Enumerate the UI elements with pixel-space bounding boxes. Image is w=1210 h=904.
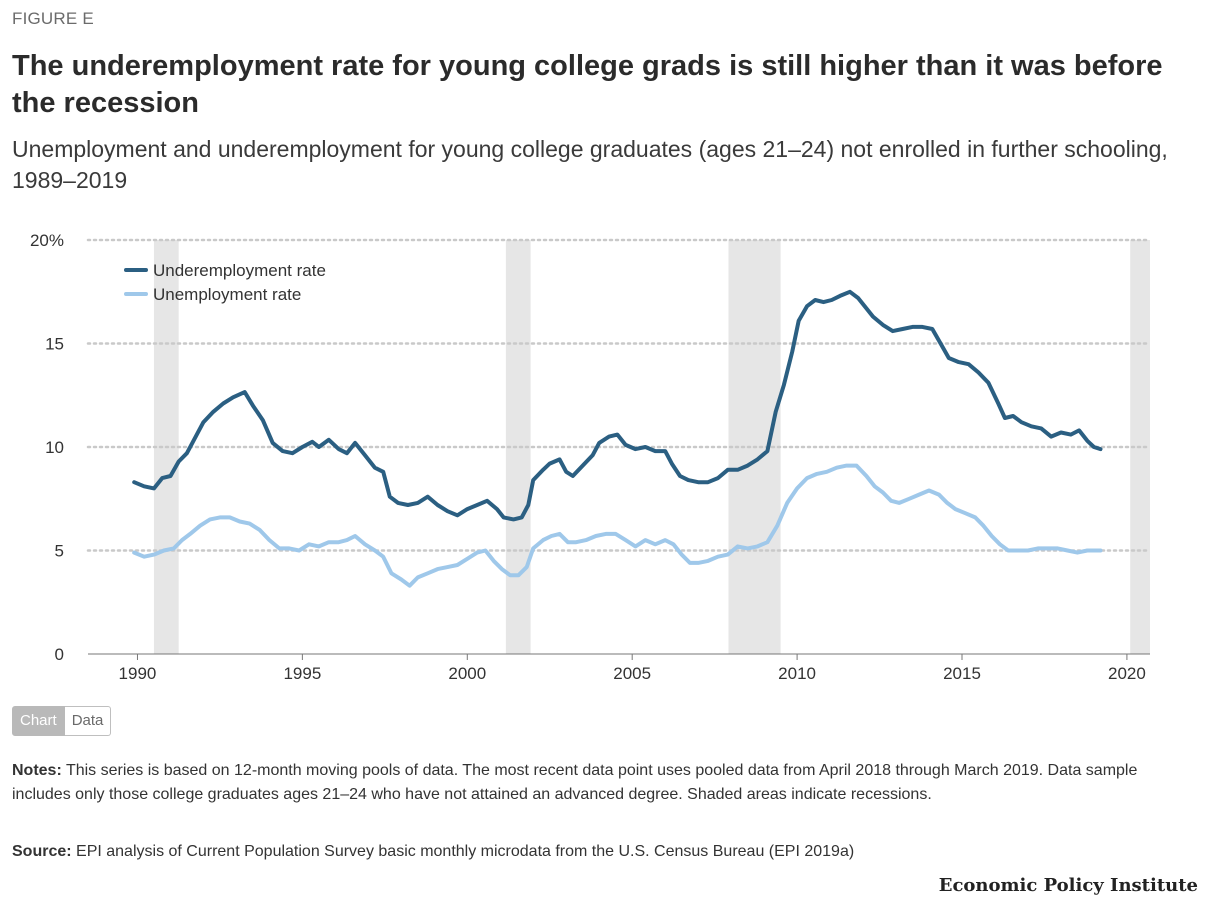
series-line-1 (132, 463, 1103, 588)
x-tick-label: 2015 (943, 664, 981, 683)
y-tick-label: 0 (55, 645, 64, 664)
gridlines (86, 238, 1152, 655)
series-line-0 (132, 289, 1103, 522)
chart-title: The underemployment rate for young colle… (12, 50, 1163, 119)
notes: Notes: This series is based on 12-month … (12, 759, 1162, 806)
x-tick-label: 2010 (778, 664, 816, 683)
x-tick-label: 2020 (1108, 664, 1146, 683)
legend: Underemployment rate Unemployment rate (124, 261, 326, 304)
figure-label: FIGURE E (12, 9, 94, 28)
y-tick-label: 10 (45, 438, 64, 457)
source-text: EPI analysis of Current Population Surve… (71, 843, 855, 860)
chart-subtitle: Unemployment and underemployment for you… (12, 136, 1168, 193)
x-tick-label: 1995 (283, 664, 321, 683)
source-label: Source: (12, 843, 72, 860)
legend-label-1: Unemployment rate (153, 285, 301, 304)
y-tick-label: 20% (30, 231, 64, 250)
view-toggle: Chart Data (12, 706, 112, 736)
line-chart: 0 5 10 15 20% 1990 1995 2000 2005 2010 2015 2020 U… (30, 231, 1152, 683)
legend-label-0: Underemployment rate (153, 261, 326, 280)
x-axis: 1990 1995 2000 2005 2010 2015 2020 (119, 654, 1146, 683)
x-tick-label: 2005 (613, 664, 651, 683)
y-tick-label: 5 (55, 542, 64, 561)
x-tick-label: 2000 (448, 664, 486, 683)
source: Source: EPI analysis of Current Populati… (12, 840, 1162, 863)
series-lines (132, 289, 1103, 588)
y-axis: 0 5 10 15 20% (30, 231, 64, 664)
brand-logo: Economic Policy Institute (938, 875, 1198, 896)
chart-tab[interactable]: Chart (12, 706, 65, 736)
y-tick-label: 15 (45, 335, 64, 354)
data-tab[interactable]: Data (64, 706, 112, 736)
notes-label: Notes: (12, 762, 62, 779)
x-tick-label: 1990 (119, 664, 157, 683)
notes-text: This series is based on 12-month moving … (12, 762, 1138, 803)
